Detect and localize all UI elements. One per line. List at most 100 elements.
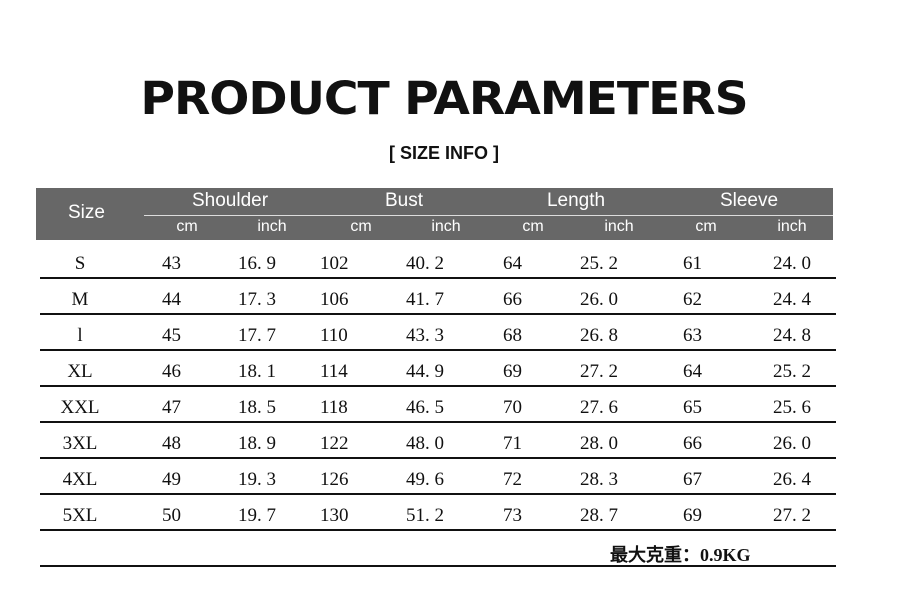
- table-row: M 44 17. 3 106 41. 7 66 26. 0 62 24. 4: [40, 277, 836, 315]
- header-size: Size: [68, 202, 105, 223]
- size-cell: S: [74, 253, 86, 274]
- value-cell: 61: [683, 253, 702, 274]
- value-cell: 51. 2: [406, 505, 444, 526]
- header-group-bust: Bust: [384, 190, 424, 211]
- size-cell: XL: [67, 361, 93, 382]
- value-cell: 65: [683, 397, 702, 418]
- value-cell: 26. 4: [773, 469, 811, 490]
- table-row: S 43 16. 9 102 40. 2 64 25. 2 61 24. 0: [40, 241, 836, 279]
- value-cell: 67: [683, 469, 702, 490]
- value-cell: 49. 6: [406, 469, 444, 490]
- weight-note: 最大克重：0.9KG: [610, 545, 751, 565]
- value-cell: 41. 7: [406, 289, 444, 310]
- value-cell: 102: [320, 253, 349, 274]
- value-cell: 26. 0: [773, 433, 811, 454]
- value-cell: 122: [320, 433, 349, 454]
- value-cell: 48: [162, 433, 181, 454]
- size-cell: XXL: [60, 397, 100, 418]
- value-cell: 27. 2: [773, 505, 811, 526]
- header-unit: inch: [257, 218, 287, 235]
- value-cell: 25. 2: [773, 361, 811, 382]
- value-cell: 50: [162, 505, 181, 526]
- value-cell: 71: [503, 433, 522, 454]
- value-cell: 27. 2: [580, 361, 618, 382]
- value-cell: 18. 5: [238, 397, 276, 418]
- header-unit: cm: [176, 218, 198, 235]
- header-unit: cm: [695, 218, 717, 235]
- value-cell: 45: [162, 325, 181, 346]
- value-cell: 26. 8: [580, 325, 618, 346]
- value-cell: 44: [162, 289, 181, 310]
- value-cell: 44. 9: [406, 361, 444, 382]
- value-cell: 66: [503, 289, 522, 310]
- value-cell: 25. 2: [580, 253, 618, 274]
- value-cell: 69: [683, 505, 702, 526]
- value-cell: 24. 8: [773, 325, 811, 346]
- value-cell: 27. 6: [580, 397, 618, 418]
- table-row: l 45 17. 7 110 43. 3 68 26. 8 63 24. 8: [40, 313, 836, 351]
- value-cell: 68: [503, 325, 522, 346]
- value-cell: 18. 1: [238, 361, 276, 382]
- header-unit: inch: [604, 218, 634, 235]
- value-cell: 114: [320, 361, 348, 382]
- value-cell: 18. 9: [238, 433, 276, 454]
- value-cell: 26. 0: [580, 289, 618, 310]
- value-cell: 19. 3: [238, 469, 276, 490]
- value-cell: 24. 0: [773, 253, 811, 274]
- size-cell: l: [77, 325, 83, 346]
- value-cell: 118: [320, 397, 348, 418]
- value-cell: 17. 7: [238, 325, 276, 346]
- size-cell: 5XL: [62, 505, 98, 526]
- table-row: 5XL 50 19. 7 130 51. 2 73 28. 7 69 27. 2: [40, 493, 836, 531]
- size-cell: M: [71, 289, 89, 310]
- note-row: [40, 529, 836, 567]
- value-cell: 64: [683, 361, 702, 382]
- value-cell: 110: [320, 325, 348, 346]
- size-cell: 4XL: [62, 469, 98, 490]
- value-cell: 16. 9: [238, 253, 276, 274]
- header-divider: [144, 215, 833, 216]
- table-row: XXL 47 18. 5 118 46. 5 70 27. 6 65 25. 6: [40, 385, 836, 423]
- table-row: XL 46 18. 1 114 44. 9 69 27. 2 64 25. 2: [40, 349, 836, 387]
- header-group-shoulder: Shoulder: [191, 190, 269, 211]
- header-unit: inch: [777, 218, 807, 235]
- value-cell: 28. 0: [580, 433, 618, 454]
- table-row: 4XL 49 19. 3 126 49. 6 72 28. 3 67 26. 4: [40, 457, 836, 495]
- value-cell: 19. 7: [238, 505, 276, 526]
- value-cell: 46. 5: [406, 397, 444, 418]
- value-cell: 25. 6: [773, 397, 811, 418]
- header-unit: inch: [431, 218, 461, 235]
- header-group-sleeve: Sleeve: [719, 190, 779, 211]
- table-header: Size Shoulder Bust Length Sleeve cm inch cm inc…: [36, 188, 833, 240]
- value-cell: 28. 3: [580, 469, 618, 490]
- page-title: PRODUCT PARAMETERS: [140, 72, 748, 125]
- value-cell: 64: [503, 253, 522, 274]
- value-cell: 43: [162, 253, 181, 274]
- value-cell: 47: [162, 397, 181, 418]
- table-row: 3XL 48 18. 9 122 48. 0 71 28. 0 66 26. 0: [40, 421, 836, 459]
- value-cell: 126: [320, 469, 349, 490]
- value-cell: 43. 3: [406, 325, 444, 346]
- size-cell: 3XL: [62, 433, 98, 454]
- header-unit: cm: [522, 218, 544, 235]
- value-cell: 69: [503, 361, 522, 382]
- value-cell: 46: [162, 361, 181, 382]
- value-cell: 63: [683, 325, 702, 346]
- value-cell: 28. 7: [580, 505, 618, 526]
- value-cell: 130: [320, 505, 349, 526]
- value-cell: 62: [683, 289, 702, 310]
- value-cell: 66: [683, 433, 702, 454]
- value-cell: 24. 4: [773, 289, 811, 310]
- value-cell: 70: [503, 397, 522, 418]
- value-cell: 40. 2: [406, 253, 444, 274]
- value-cell: 106: [320, 289, 349, 310]
- value-cell: 73: [503, 505, 522, 526]
- value-cell: 49: [162, 469, 181, 490]
- header-group-length: Length: [546, 190, 606, 211]
- value-cell: 48. 0: [406, 433, 444, 454]
- subtitle: [ SIZE INFO ]: [389, 143, 499, 163]
- header-unit: cm: [350, 218, 372, 235]
- value-cell: 17. 3: [238, 289, 276, 310]
- value-cell: 72: [503, 469, 522, 490]
